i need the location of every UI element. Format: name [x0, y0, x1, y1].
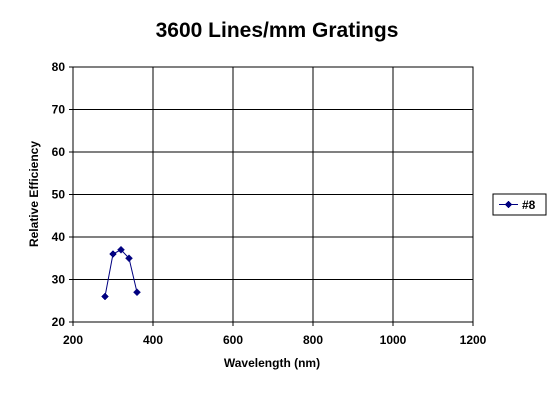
y-tick-label: 80 — [52, 60, 66, 74]
grid-lines — [73, 67, 473, 322]
legend-marker — [504, 200, 513, 209]
data-point-marker — [109, 250, 117, 258]
y-tick-label: 70 — [52, 103, 66, 117]
x-tick-label: 1000 — [380, 333, 407, 347]
x-tick-label: 400 — [143, 333, 163, 347]
axes: 20 30 40 50 60 70 80 200 400 600 800 1000 1200 — [52, 60, 487, 347]
y-tick-label: 40 — [52, 230, 66, 244]
y-tick-label: 60 — [52, 145, 66, 159]
x-tick-label: 800 — [303, 333, 323, 347]
x-tick-label: 200 — [63, 333, 83, 347]
legend: #8 — [492, 193, 547, 216]
y-tick-label: 30 — [52, 273, 66, 287]
data-series — [101, 245, 141, 301]
legend-label: #8 — [522, 198, 536, 212]
data-point-marker — [117, 245, 125, 254]
data-point-marker — [133, 288, 141, 297]
y-tick-label: 20 — [52, 315, 66, 329]
legend-box — [492, 193, 547, 216]
x-axis-label: Wavelength (nm) — [224, 356, 320, 370]
chart-title: 3600 Lines/mm Gratings — [156, 19, 399, 42]
data-point-marker — [125, 254, 133, 263]
x-tick-label: 600 — [223, 333, 243, 347]
y-tick-label: 50 — [52, 188, 66, 202]
y-axis-label: Relative Efficiency — [27, 141, 41, 247]
x-tick-label: 1200 — [460, 333, 487, 347]
data-point-marker — [101, 292, 109, 301]
